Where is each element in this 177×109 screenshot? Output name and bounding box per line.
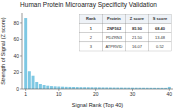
y-tick-label: 80 [13, 20, 19, 26]
table: Rank Protein Z score S score 1 ZNF562 85.90 68.… [79, 15, 171, 51]
table-text: ZNF562 [107, 26, 122, 31]
x-tick-label: 10 [56, 91, 62, 97]
bar [35, 82, 38, 89]
table-cell [79, 24, 102, 33]
bar [32, 76, 35, 89]
table-header-text: S score [153, 16, 168, 21]
table-header-text: Z score [130, 16, 145, 21]
title: Human Protein Microarray Specificity Val… [20, 1, 157, 9]
bar [43, 85, 46, 89]
table-text: 13.48 [155, 35, 166, 40]
table-header-cell [148, 15, 171, 24]
table-cell [125, 42, 148, 51]
table-text: PDZRN3 [106, 35, 123, 40]
y-tick-label: 20 [13, 69, 19, 75]
y-tick [20, 39, 22, 40]
y-axis-line [22, 13, 23, 89]
table-text: 2 [90, 35, 93, 40]
bar [57, 87, 60, 89]
table-text: 3 [90, 44, 93, 49]
y-axis-label: Strength of Signal (Z score) [0, 17, 6, 84]
table-cell [125, 33, 148, 42]
bar [65, 87, 68, 89]
table-text: 0.52 [156, 44, 165, 49]
y-tick [20, 55, 22, 56]
y-tick [20, 22, 22, 23]
table-text: ATPRVID [105, 44, 122, 49]
table-text: 85.90 [132, 26, 143, 31]
table-header-text: Protein [107, 16, 121, 21]
page: {"chart_data": {"type": "bar", "title": … [0, 0, 177, 109]
table-text: 68.40 [155, 26, 166, 31]
bar [61, 87, 64, 89]
x-tick-label: 30 [130, 91, 136, 97]
table-cell [125, 24, 148, 33]
bar [46, 86, 49, 89]
table-text: 21.50 [132, 35, 143, 40]
table-cell [79, 42, 102, 51]
x-tick-label: 40 [167, 91, 173, 97]
y-tick-label: 40 [13, 53, 19, 59]
table-text: 16.07 [132, 44, 143, 49]
table-cell [79, 33, 102, 42]
bar [39, 84, 42, 89]
table-cell [102, 33, 125, 42]
x-axis-label: Signal Rank (Top 40) [72, 102, 124, 108]
chart: Human Protein Microarray Specificity Val… [0, 0, 177, 109]
table-text: 1 [90, 26, 93, 31]
table-cell [148, 42, 171, 51]
table-header-cell [102, 15, 125, 24]
table-header-text: Rank [86, 16, 97, 21]
table-header-cell [79, 15, 102, 24]
bar [28, 71, 31, 89]
bar [50, 86, 53, 89]
table-cell [148, 24, 171, 33]
y-tick-label: 60 [13, 36, 19, 42]
bar [68, 87, 71, 89]
axes: 0 20 40 60 80 1 10 20 30 40 [13, 13, 173, 97]
table-header-cell [125, 15, 148, 24]
bar [54, 86, 57, 89]
table-cell [148, 33, 171, 42]
y-tick [20, 72, 22, 73]
y-tick-label: 0 [16, 86, 19, 92]
table-cell [102, 42, 125, 51]
y-tick [20, 89, 22, 90]
bar [168, 87, 171, 89]
x-tick-label: 1 [24, 91, 27, 97]
bar [24, 18, 27, 89]
bars [24, 18, 171, 89]
table-cell [102, 24, 125, 33]
x-tick-label: 20 [93, 91, 99, 97]
x-axis-line [22, 89, 173, 90]
